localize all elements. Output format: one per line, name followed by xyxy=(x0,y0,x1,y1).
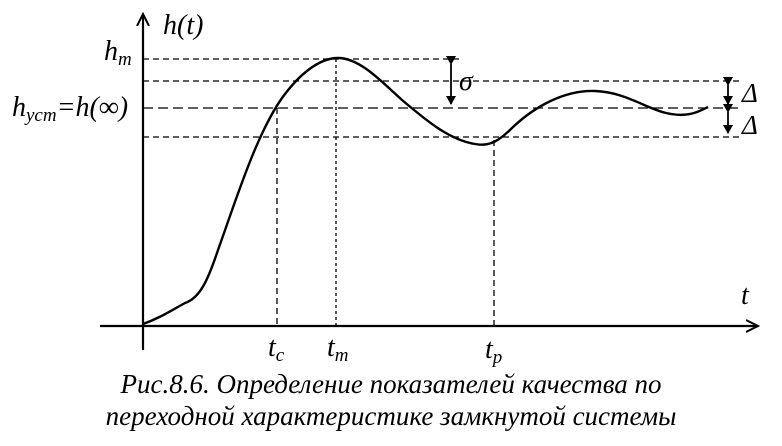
figure-caption: Рис.8.6. Определение показателей качеств… xyxy=(0,368,782,432)
caption-line-2: переходной характеристике замкнутой сист… xyxy=(105,401,677,431)
hm-label: hm xyxy=(104,36,132,70)
response-curve xyxy=(142,56,709,326)
delta-upper-label: Δ xyxy=(741,78,758,108)
tm-label: tm xyxy=(327,332,349,366)
delta-lower-label: Δ xyxy=(741,110,758,140)
x-axis-label: t xyxy=(741,280,750,311)
caption-line-1: Рис.8.6. Определение показателей качеств… xyxy=(120,369,662,399)
tc-label: tc xyxy=(268,332,285,366)
y-axis-label: h(t) xyxy=(163,10,203,41)
sigma-label: σ xyxy=(459,66,474,97)
tp-label: tp xyxy=(485,334,502,368)
h-steady-label: hуст=h(∞) xyxy=(12,92,128,126)
